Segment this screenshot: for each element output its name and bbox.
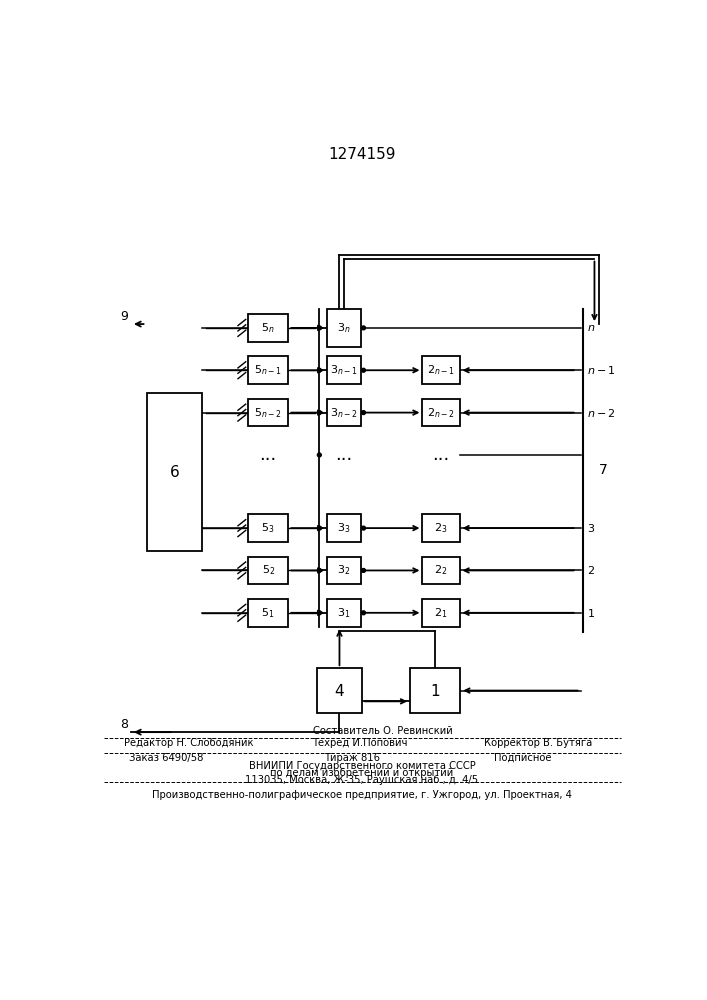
Text: $3_{n-2}$: $3_{n-2}$	[330, 406, 358, 420]
Bar	[248, 599, 288, 627]
Bar	[248, 314, 288, 342]
Text: Техред И.Попович: Техред И.Попович	[312, 738, 407, 748]
Bar	[248, 557, 288, 584]
Bar	[146, 393, 202, 551]
Circle shape	[317, 411, 321, 415]
Text: $1$: $1$	[430, 683, 440, 699]
Bar	[327, 514, 361, 542]
Bar	[327, 599, 361, 627]
Text: $9$: $9$	[119, 310, 129, 323]
Circle shape	[361, 526, 366, 530]
Text: $5_3$: $5_3$	[262, 521, 275, 535]
Text: $n-2$: $n-2$	[587, 407, 615, 419]
Circle shape	[361, 368, 366, 372]
Text: $3_3$: $3_3$	[337, 521, 351, 535]
Text: 113035, Москва, Ж-35, Раушская наб., д. 4/5: 113035, Москва, Ж-35, Раушская наб., д. …	[245, 775, 479, 785]
Text: $n$: $n$	[587, 323, 595, 333]
Bar	[327, 356, 361, 384]
Circle shape	[317, 326, 321, 330]
Text: Составитель О. Ревинский: Составитель О. Ревинский	[313, 726, 452, 736]
Text: ВНИИПИ Государственного комитета СССР: ВНИИПИ Государственного комитета СССР	[249, 761, 475, 771]
Circle shape	[361, 611, 366, 615]
Text: $2$: $2$	[587, 564, 595, 576]
Text: $2_{n-1}$: $2_{n-1}$	[427, 363, 455, 377]
Circle shape	[361, 411, 366, 415]
Circle shape	[317, 569, 321, 572]
Bar	[410, 668, 460, 713]
Text: $5_{n-1}$: $5_{n-1}$	[255, 363, 282, 377]
Text: $8$: $8$	[119, 718, 129, 731]
Bar	[327, 309, 361, 347]
Text: $3$: $3$	[587, 522, 595, 534]
Text: Редактор Н. Слободяник: Редактор Н. Слободяник	[124, 738, 254, 748]
Circle shape	[361, 326, 366, 330]
Text: ...: ...	[433, 446, 450, 464]
Text: $4$: $4$	[334, 683, 345, 699]
Bar	[327, 557, 361, 584]
Text: $7$: $7$	[598, 463, 608, 477]
Text: $3_1$: $3_1$	[337, 606, 351, 620]
Bar	[317, 668, 362, 713]
Text: по делам изобретений и открытий: по делам изобретений и открытий	[270, 768, 454, 778]
Circle shape	[361, 569, 366, 572]
Circle shape	[317, 526, 321, 530]
Text: Заказ 6490/58: Заказ 6490/58	[129, 753, 203, 763]
Text: Подписное: Подписное	[493, 753, 551, 763]
Circle shape	[317, 611, 321, 615]
Text: $3_{n-1}$: $3_{n-1}$	[330, 363, 358, 377]
Bar	[422, 514, 460, 542]
Circle shape	[317, 453, 321, 457]
Bar	[422, 356, 460, 384]
Text: $1$: $1$	[587, 607, 595, 619]
Text: Производственно-полиграфическое предприятие, г. Ужгород, ул. Проектная, 4: Производственно-полиграфическое предприя…	[152, 790, 572, 800]
Text: $5_n$: $5_n$	[262, 321, 275, 335]
Text: Тираж 816: Тираж 816	[324, 753, 380, 763]
Bar	[422, 599, 460, 627]
Bar	[248, 514, 288, 542]
Bar	[327, 399, 361, 426]
Text: 1274159: 1274159	[328, 147, 396, 162]
Circle shape	[317, 368, 321, 372]
Text: $6$: $6$	[169, 464, 180, 480]
Text: $n-1$: $n-1$	[587, 364, 615, 376]
Text: $5_2$: $5_2$	[262, 564, 275, 577]
Text: $5_1$: $5_1$	[262, 606, 275, 620]
Bar	[422, 399, 460, 426]
Text: $2_2$: $2_2$	[434, 564, 448, 577]
Text: $2_3$: $2_3$	[434, 521, 448, 535]
Text: $3_n$: $3_n$	[337, 321, 351, 335]
Text: $5_{n-2}$: $5_{n-2}$	[255, 406, 282, 420]
Text: $2_1$: $2_1$	[434, 606, 448, 620]
Text: ...: ...	[259, 446, 277, 464]
Text: $2_{n-2}$: $2_{n-2}$	[427, 406, 455, 420]
Text: $3_2$: $3_2$	[337, 564, 351, 577]
Bar	[248, 399, 288, 426]
Bar	[422, 557, 460, 584]
Text: Корректор В. Бутяга: Корректор В. Бутяга	[484, 738, 592, 748]
Text: ...: ...	[336, 446, 353, 464]
Bar	[248, 356, 288, 384]
